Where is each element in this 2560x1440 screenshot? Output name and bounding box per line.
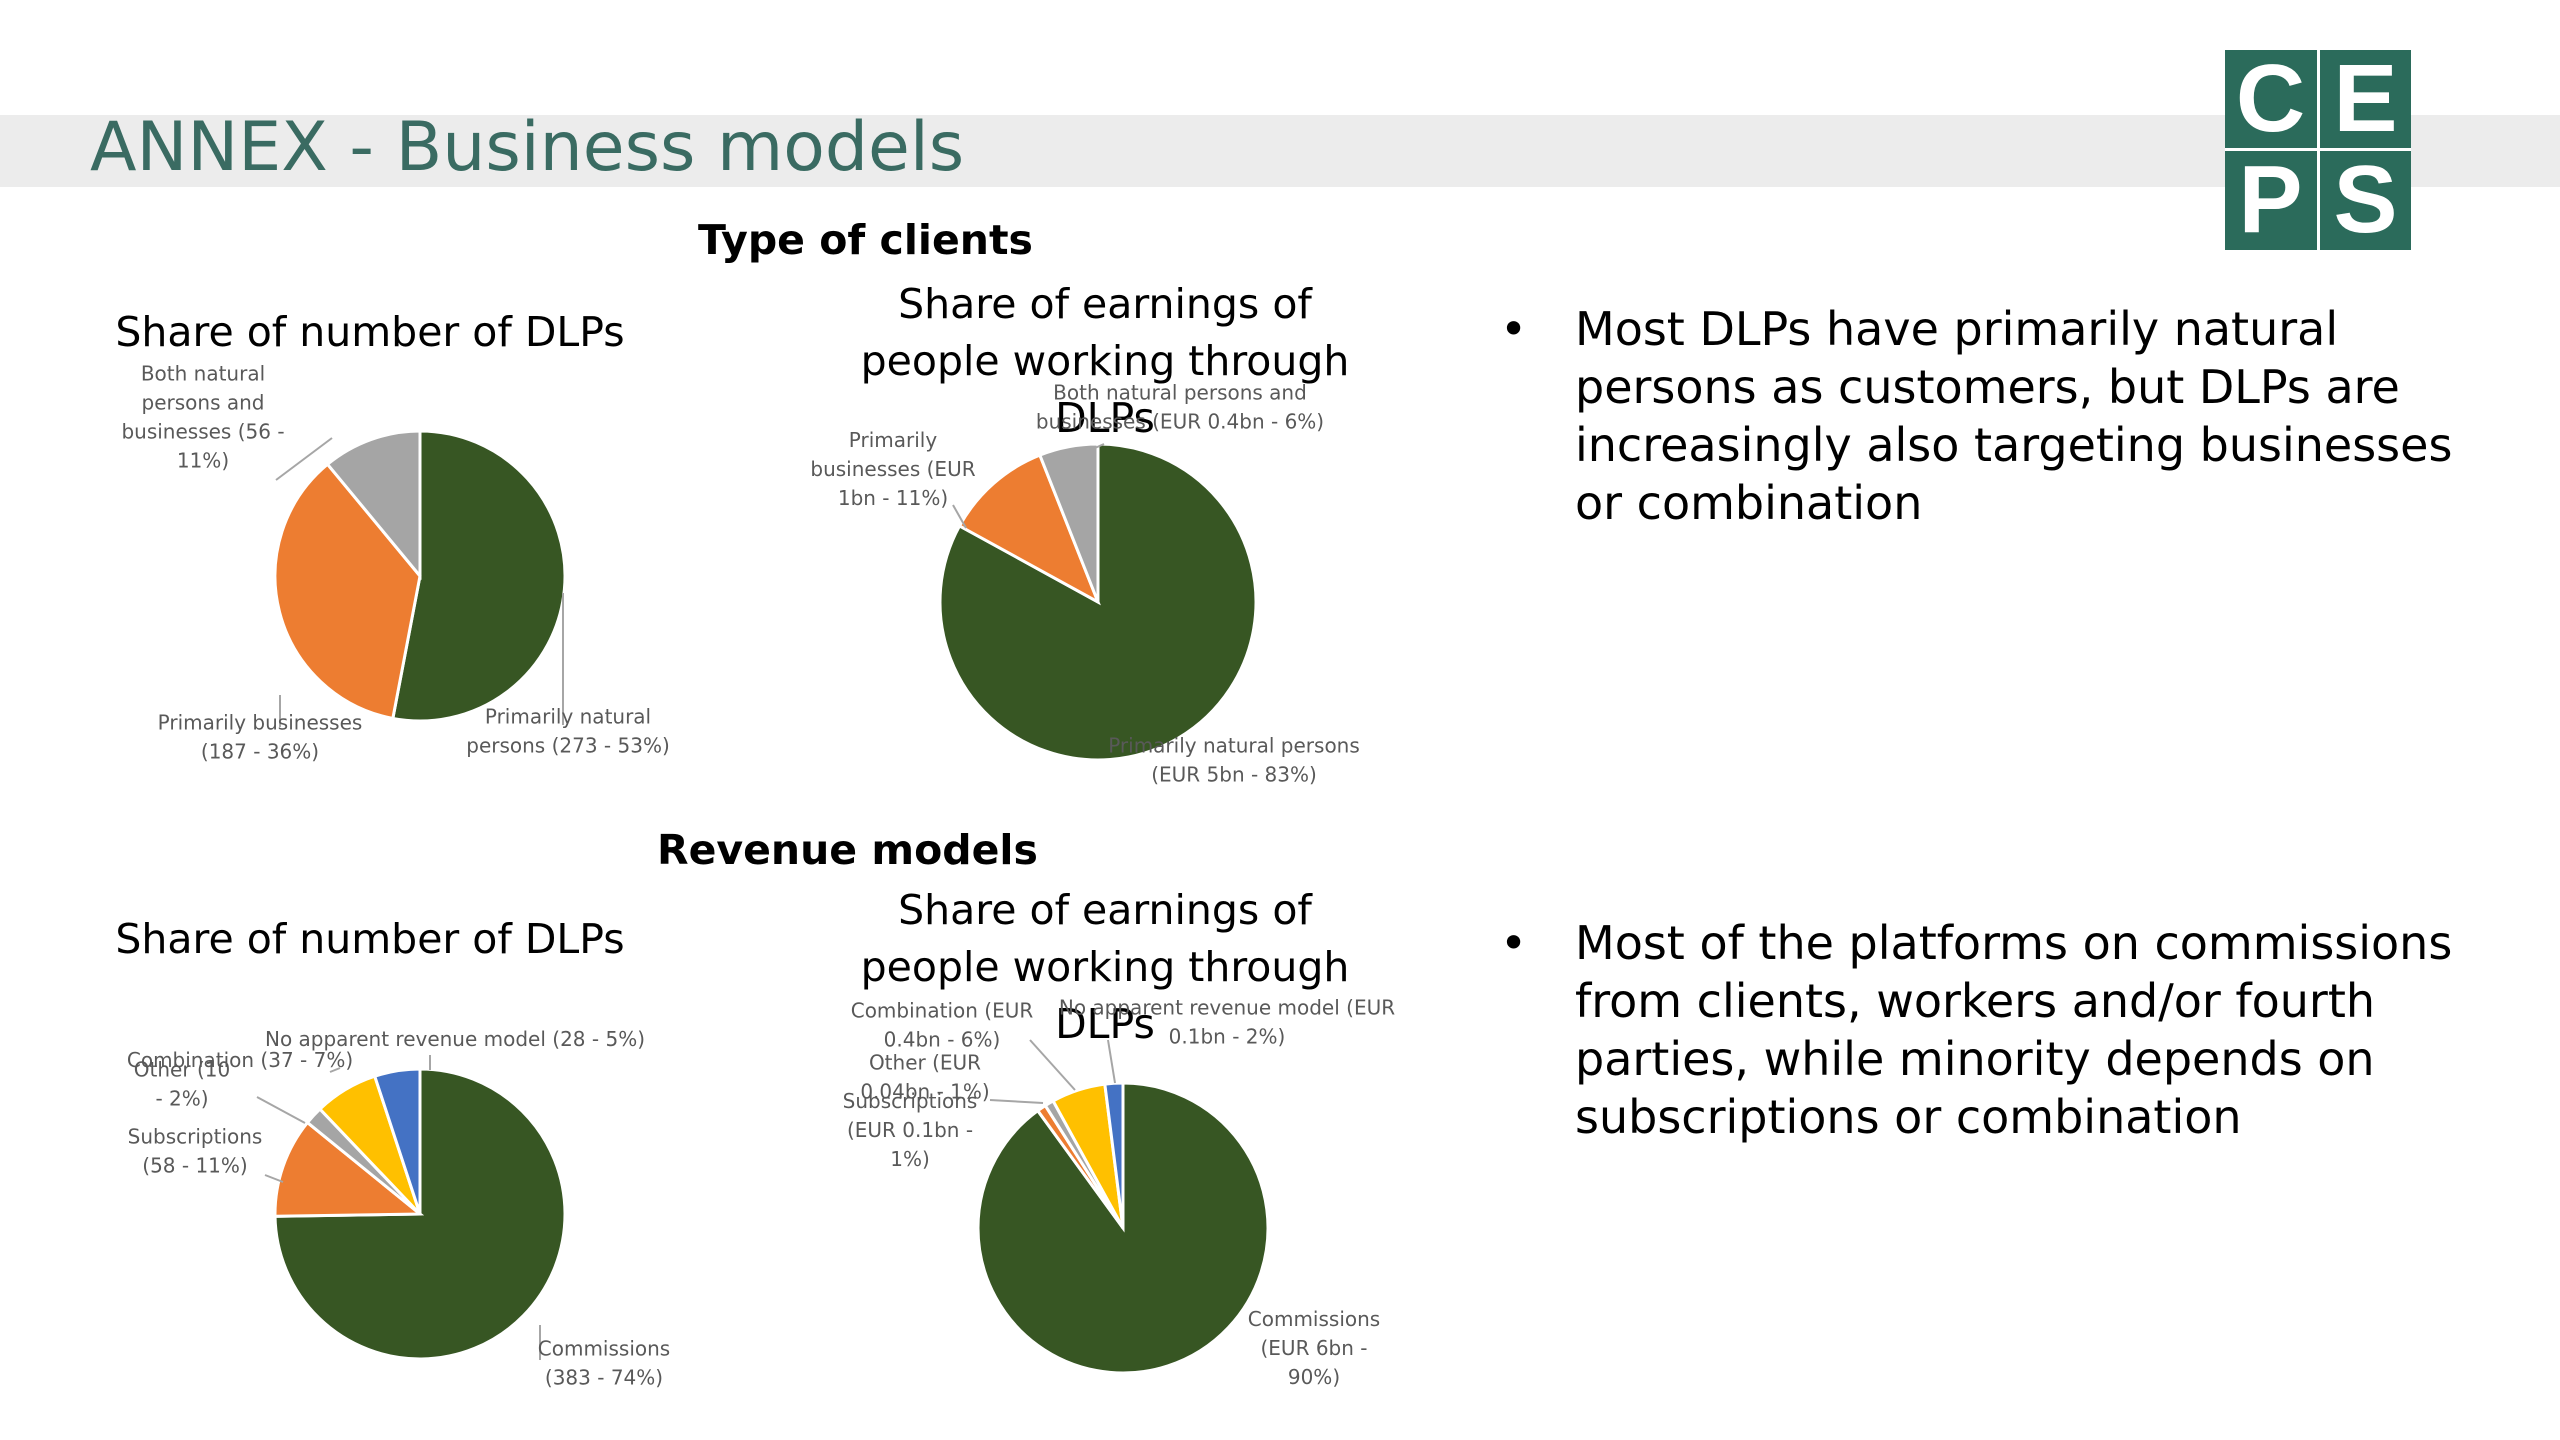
- pie-chart-3: Commissions (383 - 74%) Subscriptions (58 -…: [127, 1027, 670, 1390]
- pie-chart-4: Commissions (EUR 6bn - 90%) Subscriptions (E…: [843, 996, 1396, 1390]
- logo-letter-c: C: [2235, 45, 2306, 152]
- data-label: Subscriptions: [843, 1089, 978, 1113]
- data-label: 0.04bn - 1%): [860, 1080, 989, 1104]
- bullet-marker: •: [1500, 916, 1528, 970]
- bullet-clients: • Most DLPs have primarily natural perso…: [1500, 300, 2452, 540]
- data-label: Combination (EUR: [851, 999, 1034, 1023]
- data-label: Primarily natural persons: [1108, 734, 1360, 758]
- title-band: [0, 115, 2560, 187]
- data-label: Primarily businesses: [158, 711, 363, 735]
- data-label: (58 - 11%): [142, 1154, 247, 1178]
- leader-line: [989, 1099, 1044, 1104]
- leader-line: [264, 1174, 284, 1183]
- data-label: Both natural: [141, 362, 265, 386]
- leader-line: [1029, 1039, 1076, 1091]
- data-label: Subscriptions: [128, 1125, 263, 1149]
- pie-slice-subscriptions: [273, 1120, 425, 1218]
- leader-line: [1094, 443, 1105, 449]
- ceps-logo: C E P S: [2225, 50, 2411, 250]
- data-label: No apparent revenue model (EUR: [1059, 996, 1395, 1020]
- data-label: Primarily: [849, 428, 938, 452]
- bullet-revenue: • Most of the platforms on commissions f…: [1500, 914, 2452, 1154]
- pie-slice-no-apparent-revenue-model: [372, 1067, 422, 1215]
- data-label: 0.1bn - 2%): [1169, 1025, 1286, 1049]
- data-label: Other (10: [134, 1058, 230, 1082]
- leader-line: [1107, 1039, 1116, 1084]
- section-title-type-of-clients: Type of clients: [698, 216, 1033, 264]
- slide-title: ANNEX - Business models: [90, 108, 965, 187]
- logo-divider-horizontal: [2225, 148, 2411, 151]
- pie-slice-commissions: [273, 1067, 567, 1361]
- chart-title-revenue-number: Share of number of DLPs: [115, 915, 625, 963]
- data-label: Other (EUR: [869, 1051, 981, 1075]
- data-label: Commissions: [1248, 1307, 1380, 1331]
- data-label: (EUR 6bn -: [1260, 1336, 1367, 1360]
- data-label: (EUR 5bn - 83%): [1151, 763, 1317, 787]
- leader-line: [952, 504, 967, 529]
- pie-chart-2: Primarily natural persons (EUR 5bn - 83%)…: [810, 381, 1359, 787]
- data-label: businesses (EUR: [810, 457, 975, 481]
- pie-slice-both-natural-persons-and-businesses: [1037, 442, 1100, 603]
- bullet-text-clients: Most DLPs have primarily natural persons…: [1575, 302, 2453, 530]
- data-label: Commissions: [538, 1337, 670, 1361]
- pie-slice-both-natural-persons-and-businesses: [325, 429, 422, 581]
- data-label: 90%): [1288, 1365, 1340, 1389]
- data-label: 1bn - 11%): [838, 486, 948, 510]
- data-label: businesses (EUR 0.4bn - 6%): [1036, 410, 1324, 434]
- data-label: (187 - 36%): [201, 740, 319, 764]
- data-label: persons and: [142, 391, 265, 415]
- data-label: businesses (56 -: [121, 420, 284, 444]
- bullet-marker: •: [1500, 302, 1528, 356]
- pie-slice-no-apparent-revenue-model: [1103, 1081, 1125, 1229]
- logo-letter-s: S: [2333, 146, 2398, 253]
- chart-title-clients-earnings: Share of earnings of people working thro…: [860, 280, 1350, 442]
- chart-title-clients-number: Share of number of DLPs: [115, 308, 625, 356]
- data-label: 11%): [177, 449, 229, 473]
- data-label: 0.4bn - 6%): [884, 1028, 1001, 1052]
- leader-line: [275, 437, 333, 481]
- section-title-revenue-models: Revenue models: [657, 826, 1038, 874]
- logo-letter-e: E: [2333, 45, 2398, 152]
- chart-title-revenue-earnings: Share of earnings of people working thro…: [860, 886, 1350, 1048]
- data-label: persons (273 - 53%): [466, 734, 670, 758]
- data-label: 1%): [890, 1147, 930, 1171]
- data-label: Both natural persons and: [1053, 381, 1307, 405]
- data-label: - 2%): [155, 1087, 208, 1111]
- data-label: (383 - 74%): [545, 1366, 663, 1390]
- data-label: (EUR 0.1bn -: [847, 1118, 973, 1142]
- pie-slice-primarily-natural-persons: [391, 429, 567, 723]
- leader-line: [329, 1067, 341, 1073]
- pie-slice-primarily-businesses: [273, 462, 422, 721]
- logo-letter-p: P: [2238, 146, 2303, 253]
- data-label: Primarily natural: [485, 705, 651, 729]
- data-label: Combination (37 - 7%): [127, 1048, 353, 1072]
- data-label: No apparent revenue model (28 - 5%): [265, 1027, 645, 1051]
- leader-line: [256, 1096, 306, 1124]
- pie-chart-1: Primarily natural persons (273 - 53%) Prim…: [121, 362, 669, 764]
- bullet-text-revenue: Most of the platforms on commissions fro…: [1575, 916, 2453, 1144]
